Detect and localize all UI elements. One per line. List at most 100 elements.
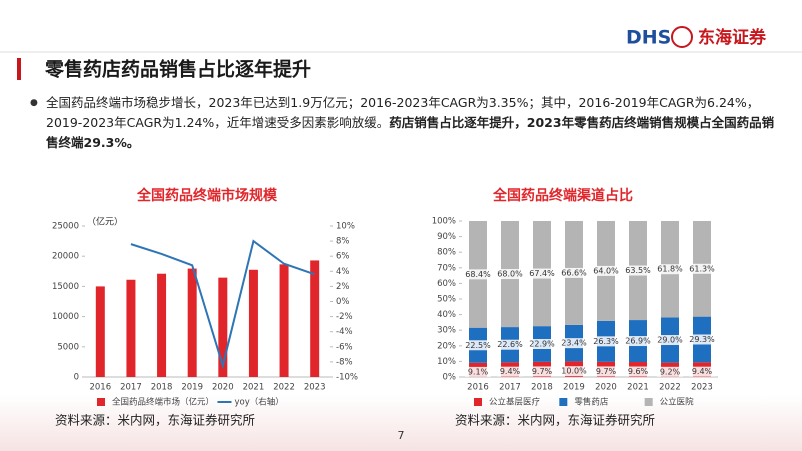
data-label: 9.4% <box>500 367 521 376</box>
legend-swatch <box>644 398 653 406</box>
bullet-normal: 全国药品终端市场稳步增长，2023年已达到1.9万亿元；2016-2023年CA… <box>46 95 760 130</box>
legend-label: yoy（右轴） <box>235 397 284 408</box>
label-bg <box>497 366 523 377</box>
x-tick-label: 2023 <box>304 383 326 393</box>
data-label: 9.7% <box>532 367 553 376</box>
label-bg <box>529 339 555 350</box>
y-axis-label: （亿元） <box>87 216 123 228</box>
legend-label: 零售药店 <box>574 397 609 408</box>
y-tick-label: 30% <box>437 326 456 336</box>
x-tick-label: 2023 <box>691 383 713 393</box>
x-tick-label: 2020 <box>212 383 234 393</box>
y-tick-label: 25000 <box>52 222 79 232</box>
label-bg <box>465 366 491 377</box>
y2-tick-label: 10% <box>336 222 355 232</box>
y-tick-label: 90% <box>437 232 456 242</box>
y-tick-label: 0% <box>443 373 457 383</box>
label-bg <box>657 366 683 377</box>
y-tick-label: 15000 <box>52 282 79 292</box>
x-tick-label: 2022 <box>273 383 295 393</box>
x-tick-label: 2022 <box>659 383 681 393</box>
bar <box>126 279 136 377</box>
y2-tick-label: -10% <box>336 373 358 383</box>
bullet-bold: 药店销售占比逐年提升，2023年零售药店终端销售规模占全国药品销售终端29.3%… <box>46 115 775 150</box>
data-label: 9.4% <box>692 367 713 376</box>
legend-swatch <box>559 398 568 406</box>
y-tick-label: 70% <box>437 263 456 273</box>
label-bg <box>625 265 651 276</box>
y-tick-label: 60% <box>437 279 456 289</box>
slide-title: 零售药店药品销售占比逐年提升 <box>44 58 311 81</box>
bar <box>95 286 105 377</box>
label-bg <box>689 366 715 377</box>
y2-tick-label: 8% <box>336 237 350 247</box>
logo-mark <box>671 26 693 48</box>
y2-tick-label: 0% <box>336 297 350 307</box>
label-bg <box>657 335 683 346</box>
legend-label: 公立医院 <box>660 397 695 408</box>
data-label: 29.3% <box>689 335 715 344</box>
x-tick-label: 2017 <box>499 383 521 393</box>
legend-swatch <box>474 398 482 406</box>
y2-tick-label: -6% <box>336 342 353 352</box>
logo: DHS <box>626 27 671 49</box>
data-label: 67.4% <box>529 269 555 278</box>
bar <box>218 277 228 377</box>
label-bg <box>497 339 523 350</box>
data-label: 68.4% <box>465 270 491 279</box>
label-bg <box>561 366 587 377</box>
label-bg <box>465 269 491 280</box>
y2-tick-label: -4% <box>336 327 353 337</box>
chart-title: 全国药品终端渠道占比 <box>492 187 633 204</box>
label-bg <box>529 366 555 377</box>
x-tick-label: 2020 <box>595 383 617 393</box>
data-label: 10.0% <box>561 367 587 376</box>
label-bg <box>465 340 491 351</box>
data-label: 29.0% <box>657 336 683 345</box>
data-label: 9.2% <box>660 367 681 376</box>
data-label: 9.6% <box>628 367 649 376</box>
x-tick-label: 2016 <box>89 383 111 393</box>
x-tick-label: 2018 <box>151 383 173 393</box>
company-name: 东海证券 <box>698 27 767 48</box>
label-bg <box>689 334 715 345</box>
x-tick-label: 2019 <box>563 383 585 393</box>
y-tick-label: 0 <box>74 373 79 383</box>
y2-tick-label: -8% <box>336 357 353 367</box>
data-label: 66.6% <box>561 268 587 277</box>
data-label: 22.5% <box>465 341 491 350</box>
bar <box>310 260 320 377</box>
y2-tick-label: 6% <box>336 252 350 262</box>
bar <box>187 268 197 377</box>
label-bg <box>497 269 523 280</box>
y-tick-label: 10% <box>437 357 456 367</box>
source-note: 资料来源：米内网，东海证券研究所 <box>55 413 255 428</box>
y-tick-label: 100% <box>432 217 456 227</box>
data-label: 61.8% <box>657 265 683 274</box>
x-tick-label: 2021 <box>243 383 265 393</box>
label-bg <box>689 263 715 274</box>
legend-label: 公立基层医疗 <box>489 397 541 408</box>
data-label: 22.6% <box>497 340 523 349</box>
data-label: 23.4% <box>561 339 587 348</box>
line-series <box>130 239 316 370</box>
label-bg <box>561 267 587 278</box>
data-label: 26.3% <box>593 337 619 346</box>
y2-tick-label: -2% <box>336 312 353 322</box>
footer-band <box>0 395 802 451</box>
x-tick-label: 2018 <box>531 383 553 393</box>
label-bg <box>593 366 619 377</box>
y-tick-label: 5000 <box>57 342 79 352</box>
y-tick-label: 40% <box>437 310 456 320</box>
y-tick-label: 80% <box>437 248 456 258</box>
chart-title: 全国药品终端市场规模 <box>136 187 278 204</box>
source-note: 资料来源：米内网，东海证券研究所 <box>455 413 655 428</box>
x-tick-label: 2021 <box>627 383 649 393</box>
bar <box>248 269 258 377</box>
x-tick-label: 2019 <box>181 383 203 393</box>
label-bg <box>593 265 619 276</box>
bar <box>157 273 167 377</box>
x-tick-label: 2017 <box>120 383 142 393</box>
